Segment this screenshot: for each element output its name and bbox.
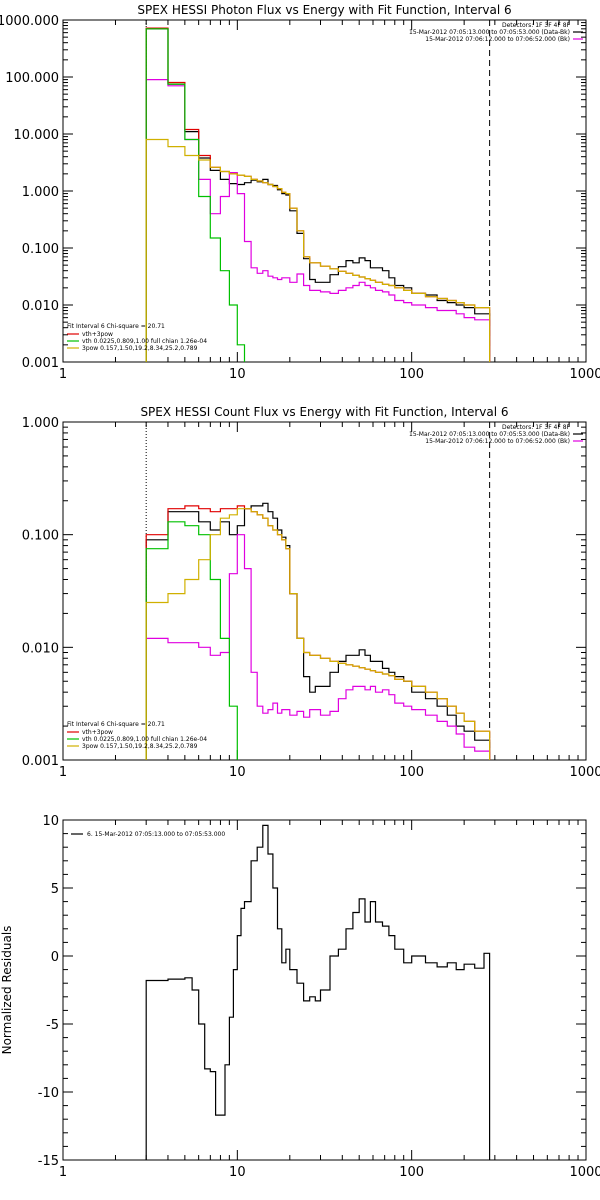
series-vth-3pow [145, 27, 491, 362]
x-tick-label: 1000 [569, 367, 600, 382]
plot-frame [62, 421, 587, 761]
legend-entry: vth 0.0225,0.809,1.00 full chian 1.26e-0… [82, 338, 207, 345]
x-tick-label: 1000 [569, 765, 600, 780]
info-line: 15-Mar-2012 07:05:13.000 to 07:05:53.000… [409, 29, 570, 36]
info-line: 15-Mar-2012 07:06:12.000 to 07:06:52.000… [425, 438, 570, 445]
series-bk [145, 534, 491, 760]
y-tick-label: 0 [51, 950, 59, 965]
fit-label: Fit Interval 6 Chi-square = 20.71 [67, 323, 165, 330]
series-3pow [145, 508, 491, 760]
plot-frame [62, 819, 587, 1161]
x-tick-label: 1 [59, 1165, 67, 1180]
legend-entry: vth+3pow [82, 331, 113, 338]
y-tick-label: -10 [38, 1086, 59, 1101]
series-3pow [145, 138, 491, 362]
plot-frame [62, 19, 587, 363]
legend-entry: vth+3pow [82, 729, 113, 736]
info-line: Detectors: 1F 3F 4F 8F [502, 22, 571, 29]
y-tick-label: 1000.000 [0, 14, 59, 29]
series-group [145, 502, 491, 760]
series-6-15-mar-2012-07-05-13-000-to-07-05-53-000 [145, 824, 491, 1160]
x-tick-label: 10 [229, 1165, 246, 1180]
fit-label: Fit Interval 6 Chi-square = 20.71 [67, 721, 165, 728]
x-tick-label: 100 [399, 765, 424, 780]
chart-title: SPEX HESSI Count Flux vs Energy with Fit… [140, 405, 508, 419]
info-line: Detectors: 1F 3F 4F 8F [502, 424, 571, 431]
y-tick-label: -15 [38, 1154, 59, 1169]
count-flux-panel: SPEX HESSI Count Flux vs Energy with Fit… [22, 405, 600, 780]
series-bk [145, 79, 491, 362]
y-tick-label: 0.010 [22, 641, 59, 656]
info-line: 15-Mar-2012 07:06:12.000 to 07:06:52.000… [425, 36, 570, 43]
legend-entry: 3pow 0.157,1.50,19.2,8.34,25.2,0.789 [82, 743, 198, 750]
x-tick-label: 10 [229, 367, 246, 382]
series-data-bk [145, 28, 491, 362]
chart-title: SPEX HESSI Photon Flux vs Energy with Fi… [137, 3, 511, 17]
x-tick-label: 1000 [569, 1165, 600, 1180]
x-tick-label: 1 [59, 765, 67, 780]
y-tick-label: 0.100 [22, 242, 59, 257]
y-tick-label: 0.100 [22, 529, 59, 544]
series-group [145, 824, 491, 1160]
info-line: 15-Mar-2012 07:05:13.000 to 07:05:53.000… [409, 431, 570, 438]
series-vth [145, 28, 252, 362]
y-tick-label: 1.000 [22, 185, 59, 200]
x-tick-label: 1 [59, 367, 67, 382]
y-tick-label: 10 [42, 814, 59, 829]
photon-flux-panel: SPEX HESSI Photon Flux vs Energy with Fi… [0, 3, 600, 382]
y-tick-label: -5 [46, 1018, 59, 1033]
x-tick-label: 100 [399, 1165, 424, 1180]
y-tick-label: 10.000 [14, 128, 60, 143]
y-tick-label: 1.000 [22, 416, 59, 431]
series-data-bk [145, 502, 491, 760]
series-vth [145, 521, 246, 760]
legend-entry: 3pow 0.157,1.50,19.2,8.34,25.2,0.789 [82, 345, 198, 352]
y-tick-label: 0.001 [22, 754, 59, 769]
y-axis-label: Normalized Residuals [0, 926, 14, 1055]
x-tick-label: 100 [399, 367, 424, 382]
y-tick-label: 5 [51, 882, 59, 897]
y-tick-label: 0.001 [22, 356, 59, 371]
legend-entry: vth 0.0225,0.809,1.00 full chian 1.26e-0… [82, 736, 207, 743]
residuals-panel: 1 10 100 1000 -15 -10 -5 0 5 10 Normalized Residua… [0, 814, 600, 1180]
x-tick-label: 10 [229, 765, 246, 780]
y-tick-label: 100.000 [5, 71, 59, 86]
y-tick-label: 0.010 [22, 299, 59, 314]
legend-entry: 6. 15-Mar-2012 07:05:13.000 to 07:05:53.… [87, 831, 225, 838]
series-group [145, 27, 491, 362]
